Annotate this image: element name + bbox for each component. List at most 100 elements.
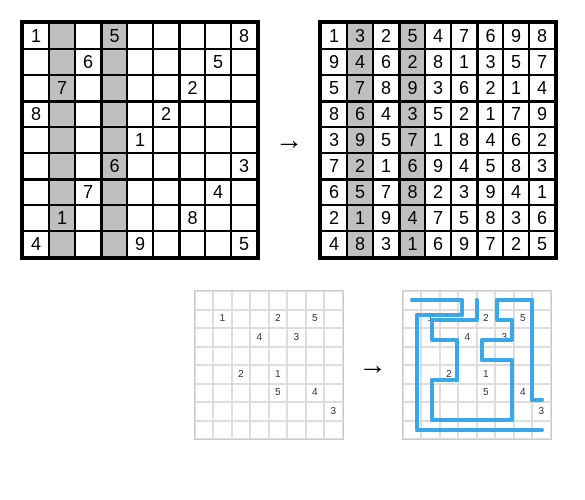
sudoku-cell [127,205,153,231]
small-cell [403,328,422,347]
sudoku-cell [179,49,205,75]
small-cell [213,402,232,421]
sudoku-cell [127,75,153,101]
sudoku-cell [231,75,257,101]
sudoku-cell: 6 [529,205,555,231]
sudoku-cell: 4 [399,205,425,231]
small-cell [306,291,325,310]
sudoku-cell [75,23,101,49]
sudoku-cell: 6 [451,75,477,101]
sudoku-cell: 5 [477,153,503,179]
sudoku-cell: 1 [503,75,529,101]
small-cell [287,421,306,440]
small-cell [269,402,288,421]
sudoku-cell: 3 [321,127,347,153]
small-cell [324,347,343,366]
small-cell [324,365,343,384]
sudoku-cell: 7 [399,127,425,153]
sudoku-cell: 1 [451,49,477,75]
sudoku-cell: 7 [321,153,347,179]
sudoku-cell: 9 [529,101,555,127]
sudoku-cell [49,179,75,205]
sudoku-cell [153,127,179,153]
sudoku-cell: 2 [321,205,347,231]
small-cell [532,421,551,440]
small-cell [195,347,214,366]
sudoku-cell: 3 [477,49,503,75]
small-cell [250,291,269,310]
sudoku-cell [49,153,75,179]
path-puzzle-right: 1254321543 [402,290,552,440]
small-cell [477,328,496,347]
small-cell [532,365,551,384]
sudoku-cell: 5 [231,231,257,257]
sudoku-cell: 8 [179,205,205,231]
small-cell [250,421,269,440]
small-cell [287,347,306,366]
sudoku-cell: 6 [101,153,127,179]
sudoku-cell: 6 [373,49,399,75]
small-cell [403,384,422,403]
sudoku-cell [231,205,257,231]
small-cell [421,365,440,384]
sudoku-cell [75,127,101,153]
small-cell [232,402,251,421]
small-cell [195,328,214,347]
small-cell [440,328,459,347]
small-cell [213,347,232,366]
sudoku-cell: 9 [347,127,373,153]
sudoku-cell [49,23,75,49]
small-cell: 2 [477,310,496,329]
small-cell [514,402,533,421]
small-cell [532,310,551,329]
small-cell [514,365,533,384]
small-cell [514,291,533,310]
sudoku-cell: 7 [373,179,399,205]
small-cell [250,347,269,366]
sudoku-cell: 4 [23,231,49,257]
small-cell [232,291,251,310]
small-cell [403,365,422,384]
sudoku-cell: 3 [451,179,477,205]
sudoku-cell [127,49,153,75]
sudoku-cell: 5 [373,127,399,153]
sudoku-cell: 7 [529,49,555,75]
sudoku-cell [49,49,75,75]
small-cell [421,421,440,440]
small-cell [250,365,269,384]
sudoku-cell [127,101,153,127]
sudoku-cell: 5 [399,23,425,49]
small-cell [440,421,459,440]
sudoku-cell: 3 [347,23,373,49]
sudoku-cell [205,205,231,231]
sudoku-cell [101,101,127,127]
small-cell [287,291,306,310]
sudoku-cell: 3 [425,75,451,101]
sudoku-cell [153,231,179,257]
sudoku-cell: 9 [321,49,347,75]
sudoku-cell: 9 [451,231,477,257]
small-cell: 3 [287,328,306,347]
small-cell [269,421,288,440]
small-cell: 1 [421,310,440,329]
sudoku-cell: 6 [347,101,373,127]
small-cell [213,421,232,440]
sudoku-cell: 4 [373,101,399,127]
small-cell [269,291,288,310]
sudoku-cell: 2 [373,23,399,49]
sudoku-cell [127,23,153,49]
sudoku-solution-right: 1325476989462813575789362148643521793957… [318,20,558,260]
small-cell [232,421,251,440]
small-cell [403,310,422,329]
sudoku-cell: 4 [205,179,231,205]
sudoku-cell [101,75,127,101]
small-cell [458,310,477,329]
sudoku-cell [49,101,75,127]
sudoku-cell [231,179,257,205]
sudoku-cell: 3 [503,205,529,231]
small-cell: 1 [477,365,496,384]
sudoku-cell: 6 [477,23,503,49]
sudoku-cell: 4 [425,23,451,49]
small-cell: 2 [440,365,459,384]
arrow-right-icon: → [275,126,303,154]
